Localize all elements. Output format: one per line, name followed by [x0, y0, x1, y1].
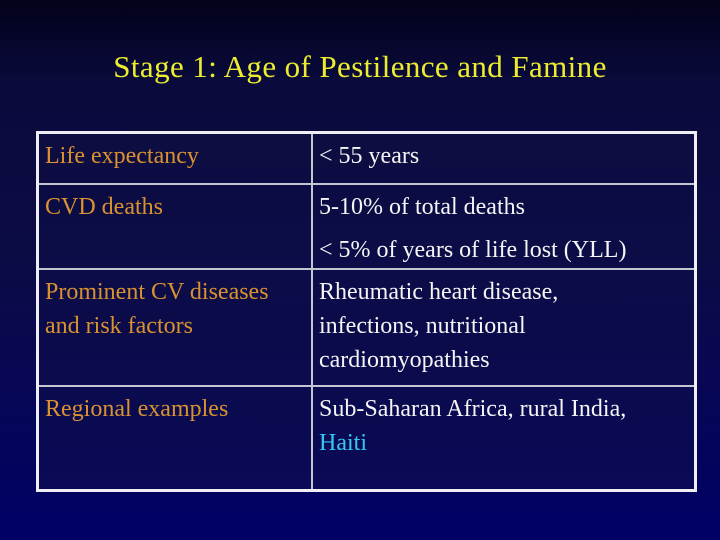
row-value-regional-examples: Sub-Saharan Africa, rural India, Haiti [313, 385, 694, 489]
stage-summary-table: Life expectancy < 55 years CVD deaths 5-… [36, 131, 697, 492]
value-line-haiti: Haiti [319, 430, 367, 456]
value-line: infections, nutritional [319, 313, 526, 339]
row-label-prominent-cv-diseases: Prominent CV diseases and risk factors [39, 268, 313, 385]
value-line: < 5% of years of life lost (YLL) [319, 237, 627, 263]
value-line: cardiomyopathies [319, 347, 490, 373]
row-value-life-expectancy: < 55 years [313, 134, 694, 183]
row-label-cvd-deaths: CVD deaths [39, 183, 313, 268]
value-line: < 55 years [319, 143, 420, 169]
slide-title: Stage 1: Age of Pestilence and Famine [113, 49, 607, 84]
row-label-life-expectancy: Life expectancy [39, 134, 313, 183]
value-line: Sub-Saharan Africa, rural India, [319, 396, 627, 422]
row-label-regional-examples: Regional examples [39, 385, 313, 489]
row-label-text: Regional examples [45, 396, 229, 422]
row-value-cvd-deaths: 5-10% of total deaths < 5% of years of l… [313, 183, 694, 268]
value-line: 5-10% of total deaths [319, 194, 525, 220]
value-line: Rheumatic heart disease, [319, 279, 559, 305]
row-label-text: Prominent CV diseases and risk factors [45, 279, 269, 339]
row-value-prominent-cv-diseases: Rheumatic heart disease, infections, nut… [313, 268, 694, 385]
row-label-text: Life expectancy [45, 143, 199, 169]
row-label-text: CVD deaths [45, 194, 163, 220]
